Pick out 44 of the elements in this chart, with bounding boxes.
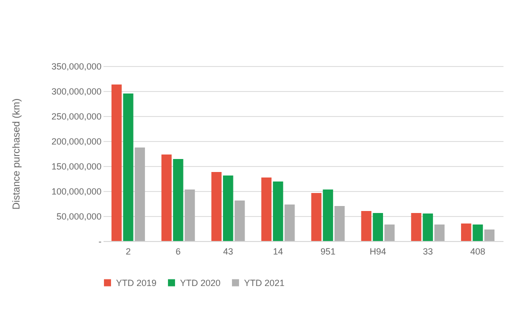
bar (111, 84, 122, 241)
bar (484, 230, 495, 241)
legend-label: YTD 2019 (116, 278, 157, 288)
x-tick-label: 33 (422, 246, 433, 256)
y-tick-label: 50,000,000 (56, 212, 102, 222)
y-tick-label: 200,000,000 (51, 136, 102, 146)
x-tick-label: 14 (273, 246, 284, 256)
bar (322, 190, 334, 241)
bar (211, 172, 222, 241)
bar (334, 206, 345, 241)
x-tick-label: 43 (223, 246, 234, 256)
bar (384, 224, 395, 241)
bar (173, 159, 184, 241)
bar (222, 176, 234, 241)
bar (472, 224, 483, 241)
y-tick-label: 150,000,000 (51, 162, 102, 172)
y-axis-title: Distance purchased (km) (11, 98, 22, 210)
x-tick-label: 6 (176, 246, 181, 256)
y-tick-label: 350,000,000 (51, 62, 102, 72)
bar (184, 190, 195, 241)
legend-label: YTD 2020 (180, 278, 221, 288)
x-tick-label: 951 (320, 246, 336, 256)
bar (434, 224, 445, 241)
bar (161, 154, 172, 241)
bar (372, 213, 384, 241)
bar (411, 213, 422, 241)
bar (311, 193, 322, 241)
y-tick-label: - (98, 236, 102, 246)
y-tick-label: 300,000,000 (51, 86, 102, 96)
x-tick-label: 2 (126, 246, 131, 256)
bar (284, 204, 295, 241)
bar (461, 224, 472, 241)
bar (134, 148, 145, 241)
bar (361, 211, 372, 241)
x-tick-label: H94 (370, 246, 386, 256)
bar (261, 178, 272, 241)
bar (234, 200, 245, 241)
y-tick-label: 250,000,000 (51, 112, 102, 122)
legend-label: YTD 2021 (244, 278, 285, 288)
y-tick-label: 100,000,000 (51, 186, 102, 196)
bar (422, 214, 433, 241)
bar (272, 182, 284, 241)
bar (123, 94, 134, 241)
x-tick-label: 408 (470, 246, 486, 256)
